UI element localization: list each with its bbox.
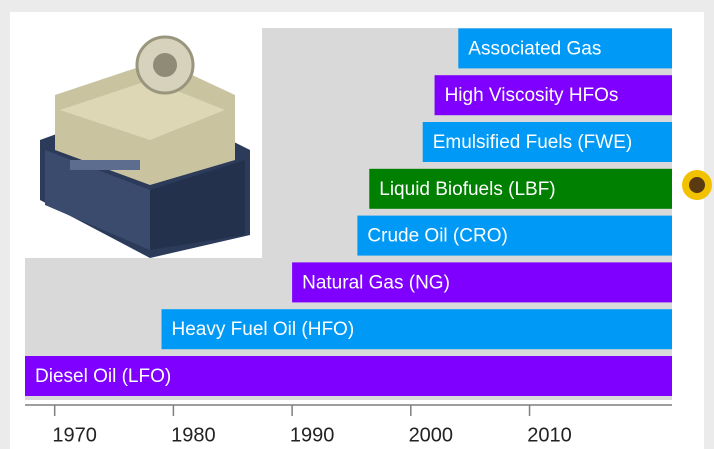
bar-label: Liquid Biofuels (LBF): [379, 179, 555, 200]
x-tick-label: 2010: [527, 424, 572, 446]
x-tick-label: 1980: [171, 424, 216, 446]
bar-label: Associated Gas: [468, 38, 601, 59]
bar-label: Diesel Oil (LFO): [35, 366, 171, 387]
bar-label: Natural Gas (NG): [302, 272, 450, 293]
x-tick-label: 2000: [409, 424, 454, 446]
x-tick-label: 1990: [290, 424, 335, 446]
bar-label: Crude Oil (CRO): [367, 226, 507, 247]
sunflower-icon: [682, 170, 712, 200]
bar-label: Emulsified Fuels (FWE): [433, 132, 633, 153]
x-tick-label: 1970: [52, 424, 97, 446]
bar-label: High Viscosity HFOs: [445, 85, 619, 106]
chart: 1970 1980 1990 2000 2010 Diesel Oil (LFO) Heav…: [0, 0, 714, 449]
bar-label: Heavy Fuel Oil (HFO): [172, 319, 355, 340]
engine-photo: [25, 28, 262, 258]
page: 1970 1980 1990 2000 2010 Diesel Oil (LFO) Heav…: [0, 0, 714, 449]
